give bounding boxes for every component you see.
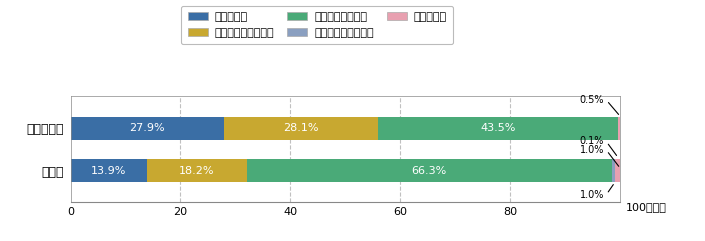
Text: 0.1%: 0.1% (580, 136, 604, 146)
Bar (612, 159, 615, 182)
Text: 13.9%: 13.9% (91, 166, 126, 176)
Text: 1.0%: 1.0% (580, 146, 604, 155)
Text: 1.0%: 1.0% (580, 190, 604, 200)
Text: 27.9%: 27.9% (130, 123, 165, 133)
Bar (615, 159, 620, 182)
Text: 43.5%: 43.5% (480, 123, 516, 133)
Bar (147, 159, 247, 182)
Text: 18.2%: 18.2% (179, 166, 215, 176)
Bar (618, 117, 620, 140)
Text: 28.1%: 28.1% (283, 123, 319, 133)
Text: 0.5%: 0.5% (580, 94, 604, 105)
Bar (70, 159, 147, 182)
Bar (70, 117, 224, 140)
Bar (379, 117, 618, 140)
Legend: 推進すべき, もう少し推進すべき, 現状どおりでよい, もう少し控えるべき, 控えるべき: 推進すべき, もう少し推進すべき, 現状どおりでよい, もう少し控えるべき, 控… (181, 6, 453, 44)
Text: 100（％）: 100（％） (626, 202, 667, 212)
Bar (224, 117, 379, 140)
Bar (247, 159, 612, 182)
Text: 66.3%: 66.3% (412, 166, 447, 176)
